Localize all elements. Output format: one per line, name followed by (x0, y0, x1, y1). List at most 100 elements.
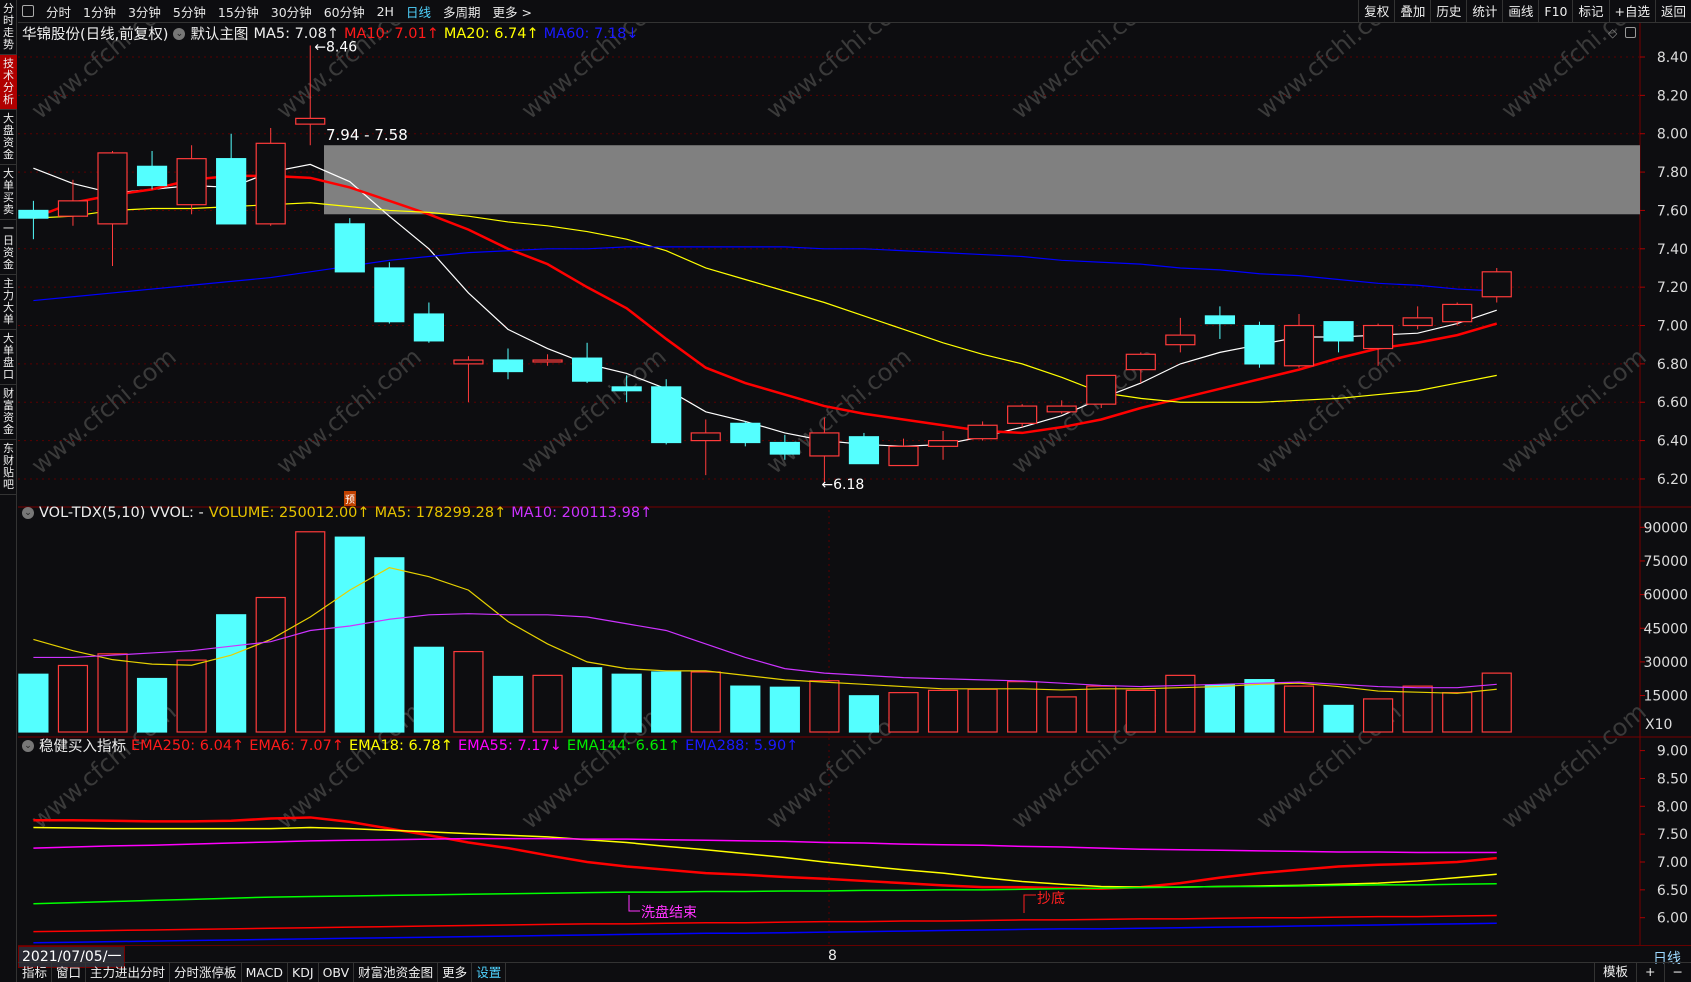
zoom-out-button[interactable]: − (1663, 962, 1691, 982)
tab-timeshare[interactable]: 分时 (46, 4, 72, 20)
tab-macd[interactable]: MACD (242, 963, 289, 982)
indicator-title: 稳健买入指标 (39, 739, 126, 755)
tab-limit-up[interactable]: 分时涨停板 (170, 963, 242, 982)
tab-settings[interactable]: 设置 (472, 963, 507, 982)
tab-60min[interactable]: 60分钟 (323, 4, 365, 20)
bottom-right-controls: 模板 + − (1594, 962, 1691, 982)
volume-bar (571, 667, 603, 733)
tab-more[interactable]: 更多 > (492, 4, 532, 20)
candle-body (1086, 374, 1117, 405)
price-tick-label: 6.80 (1657, 357, 1688, 373)
price-tick-label: 7.20 (1657, 280, 1688, 296)
ma10-value: MA10: 7.01↑ (344, 25, 439, 42)
volume-tick-label: 90000 (1643, 520, 1688, 536)
volume-bar (730, 685, 761, 733)
zoom-in-button[interactable]: + (1636, 962, 1663, 982)
candle (176, 145, 207, 215)
candle (1481, 267, 1512, 303)
tab-more[interactable]: 更多 (438, 963, 473, 982)
sidebar-item-big-orders[interactable]: 大单买卖 (0, 165, 17, 220)
f10-button[interactable]: F10 (1538, 0, 1572, 23)
ema-line-ema144 (33, 882, 1497, 905)
tab-1min[interactable]: 1分钟 (83, 4, 116, 20)
volume-ma-line-ma10 (33, 613, 1497, 689)
price-tick-label: 6.20 (1657, 472, 1688, 488)
zone-label: 7.94 - 7.58 (326, 126, 408, 144)
candle (1125, 352, 1156, 384)
back-button[interactable]: 返回 (1654, 0, 1691, 23)
sidebar-item-timeshare[interactable]: 分时走势 (0, 0, 17, 55)
tab-indicator[interactable]: 指标 (18, 963, 53, 982)
volume-bar (1007, 681, 1038, 733)
tab-kdj[interactable]: KDJ (288, 963, 319, 982)
sidebar-item-market-funds[interactable]: 大盘资金 (0, 110, 17, 165)
candle (730, 421, 761, 447)
tab-3min[interactable]: 3分钟 (127, 4, 161, 20)
panel-toggle-icon[interactable] (1625, 27, 1636, 38)
adjust-button[interactable]: 复权 (1358, 0, 1394, 23)
sidebar-item-forum[interactable]: 东财贴吧 (0, 440, 17, 495)
ma60-value: MA60: 7.18↓ (543, 25, 639, 42)
tab-2h[interactable]: 2H (376, 3, 394, 19)
candle-body (18, 209, 49, 219)
add-watchlist-button[interactable]: +自选 (1608, 0, 1655, 23)
dropdown-icon[interactable]: ⌄ (173, 27, 186, 40)
tab-daily[interactable]: 日线 (405, 4, 431, 20)
tab-main-flow[interactable]: 主力进出分时 (86, 963, 171, 982)
bottom-buy-label: 抄底 (1037, 891, 1065, 907)
ma-line-ma60 (33, 246, 1497, 302)
tab-30min[interactable]: 30分钟 (270, 4, 312, 20)
volume-bar (1481, 672, 1512, 733)
template-label[interactable]: 默认主图 (190, 27, 249, 43)
tab-wealth-pool[interactable]: 财富池资金图 (354, 963, 439, 982)
volume-tick-label: 45000 (1643, 621, 1688, 637)
ema-tick-label: 9.00 (1657, 744, 1688, 760)
volume-bar (57, 664, 89, 733)
candle-body (216, 158, 247, 225)
volume-bar (255, 596, 286, 733)
tab-obv[interactable]: OBV (319, 963, 355, 982)
tab-5min[interactable]: 5分钟 (172, 4, 206, 20)
candle (571, 342, 603, 384)
candle-body (1442, 303, 1473, 323)
ema250-value: EMA250: 6.04↑ (131, 737, 245, 754)
template-button[interactable]: 模板 (1594, 962, 1636, 982)
candle-body (1244, 324, 1275, 365)
price-tick-label: 8.00 (1657, 127, 1688, 143)
mark-button[interactable]: 标记 (1572, 0, 1608, 23)
volume-tick-label: 30000 (1643, 655, 1688, 671)
resistance-zone (324, 145, 1640, 215)
candle-body (690, 432, 721, 442)
sidebar-item-main-force[interactable]: 主力大单 (0, 275, 17, 330)
price-tick-label: 7.80 (1657, 165, 1688, 181)
sidebar-item-order-book[interactable]: 大单盘口 (0, 330, 17, 385)
candle-body (730, 422, 761, 444)
overlay-button[interactable]: 叠加 (1394, 0, 1430, 23)
panel-toggle-icon[interactable] (22, 5, 34, 17)
draw-button[interactable]: 画线 (1502, 0, 1538, 23)
history-button[interactable]: 历史 (1430, 0, 1466, 23)
sidebar-item-technical[interactable]: 技术分析 (0, 55, 17, 110)
candle (1442, 302, 1473, 326)
volume-bar (1402, 685, 1433, 733)
tab-15min[interactable]: 15分钟 (217, 4, 259, 20)
candle-body (967, 424, 998, 440)
dropdown-icon[interactable]: ⌄ (22, 507, 34, 519)
volume-bar (769, 686, 800, 733)
price-tick-label: 6.60 (1657, 395, 1688, 411)
sidebar-item-wealth-funds[interactable]: 财富资金 (0, 385, 17, 440)
tab-multi-period[interactable]: 多周期 (442, 4, 481, 20)
sidebar-item-day-funds[interactable]: 一日资金 (0, 220, 17, 275)
candle-body (1402, 317, 1433, 327)
stats-button[interactable]: 统计 (1466, 0, 1502, 23)
ema-tick-label: 7.50 (1657, 827, 1688, 843)
dropdown-icon[interactable]: ⌄ (22, 739, 34, 752)
forecast-badge: 预 (344, 491, 356, 506)
volume-unit-label: X10 (1645, 717, 1672, 733)
diamond-icon[interactable]: ◇ (1608, 26, 1618, 40)
tab-window[interactable]: 窗口 (52, 963, 87, 982)
volume-ma-line-ma5 (33, 567, 1497, 694)
volume-bar (1323, 704, 1354, 733)
ema144-value: EMA144: 6.61↑ (566, 737, 681, 754)
